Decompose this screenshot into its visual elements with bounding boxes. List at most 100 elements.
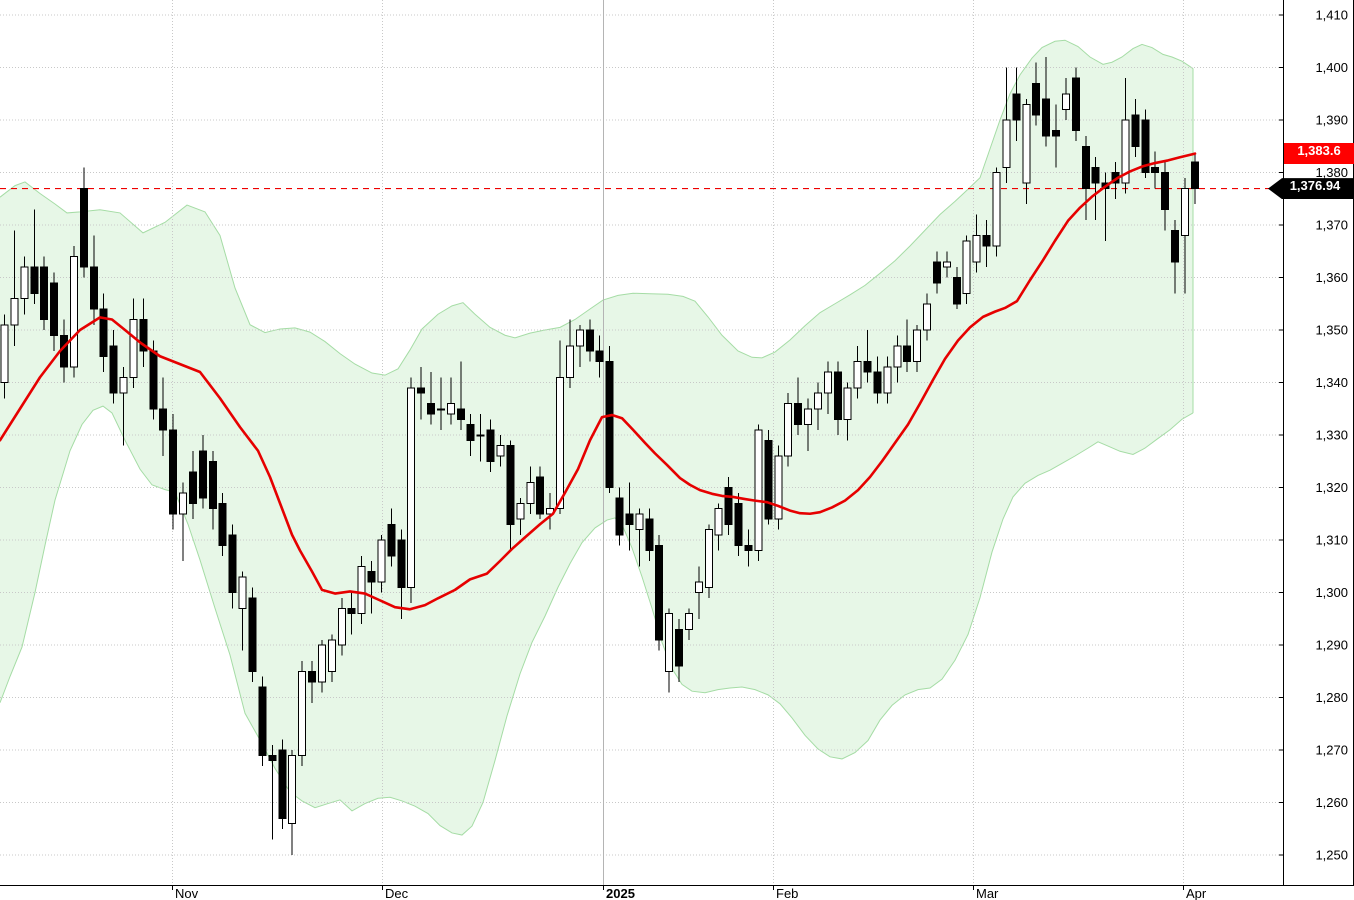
bollinger-band [0, 39, 1194, 836]
candle [10, 298, 19, 326]
candle [843, 387, 852, 420]
x-tick-label: Nov [175, 886, 199, 900]
last-price-badge: 1,376.94 [1268, 178, 1354, 200]
candle [50, 282, 59, 336]
y-tick-label: 1,320 [1315, 480, 1348, 495]
candle [734, 502, 743, 546]
candle [417, 387, 426, 394]
candle [556, 376, 565, 509]
candle [159, 408, 168, 431]
candle [635, 513, 644, 530]
y-tick-label: 1,280 [1315, 690, 1348, 705]
y-tick-label: 1,290 [1315, 638, 1348, 653]
candle [337, 607, 346, 646]
candle [436, 408, 445, 411]
candle [208, 460, 217, 509]
candle [804, 408, 813, 425]
candle [536, 476, 545, 515]
y-tick-label: 1,310 [1315, 533, 1348, 548]
candle [129, 319, 138, 378]
candle [446, 403, 455, 415]
candle [248, 597, 257, 672]
candle [506, 445, 515, 525]
candle [823, 371, 832, 394]
candle [308, 670, 317, 683]
y-tick-label: 1,350 [1315, 323, 1348, 338]
candle [198, 450, 207, 499]
candle [605, 361, 614, 488]
y-tick-label: 1,370 [1315, 218, 1348, 233]
candle [476, 434, 485, 437]
candle [179, 492, 188, 515]
candle [526, 481, 535, 504]
candle [1071, 77, 1080, 131]
candle [298, 670, 307, 756]
candle [238, 576, 247, 609]
candle [40, 266, 49, 320]
candle [913, 329, 922, 362]
gridlines [0, 0, 1283, 885]
candle [903, 345, 912, 362]
candle [20, 266, 29, 299]
y-tick-label: 1,390 [1315, 113, 1348, 128]
candle [1022, 103, 1031, 184]
candle [893, 345, 902, 368]
candle [942, 261, 951, 268]
candle [1180, 187, 1189, 236]
candle [1171, 229, 1180, 263]
candle [1091, 166, 1100, 184]
y-tick-label: 1,380 [1315, 165, 1348, 180]
candle [466, 424, 475, 441]
candle [883, 366, 892, 394]
candle [1042, 98, 1051, 137]
candle [1131, 114, 1140, 147]
candle [595, 350, 604, 362]
candle [69, 256, 78, 368]
candle [357, 565, 366, 614]
candle [397, 539, 406, 588]
candle [288, 754, 297, 824]
candle [1012, 93, 1021, 121]
candle [99, 308, 108, 357]
candle [496, 445, 505, 457]
candle [675, 628, 684, 667]
x-tick-label: Feb [776, 886, 798, 900]
candle [962, 240, 971, 294]
x-tick-label: Mar [976, 886, 999, 900]
candle [1052, 130, 1061, 137]
candle [575, 329, 584, 347]
candle [1190, 161, 1199, 190]
candle [218, 502, 227, 546]
candle [317, 644, 326, 683]
candle [1151, 166, 1160, 173]
candle [704, 529, 713, 588]
candle [1141, 119, 1150, 173]
ma-line [0, 152, 1197, 611]
y-tick-label: 1,360 [1315, 270, 1348, 285]
candle [1032, 82, 1041, 116]
candle [1161, 172, 1170, 210]
candle [30, 266, 39, 294]
x-tick-label: 2025 [606, 886, 635, 900]
candle [923, 303, 932, 331]
candle [139, 319, 148, 352]
candle [149, 350, 158, 410]
candle [684, 613, 693, 630]
candle [714, 508, 723, 536]
ma-price-badge: 1,383.6 [1284, 143, 1354, 165]
candle [784, 403, 793, 457]
candle [863, 361, 872, 373]
candle [794, 403, 803, 425]
candle [694, 581, 703, 593]
candle [258, 686, 267, 756]
candle [833, 371, 842, 420]
candle [486, 429, 495, 462]
candle [813, 392, 822, 410]
candle [615, 497, 624, 536]
y-tick-label: 1,330 [1315, 428, 1348, 443]
candle [724, 487, 733, 525]
candle [278, 749, 287, 819]
y-tick-label: 1,260 [1315, 795, 1348, 810]
